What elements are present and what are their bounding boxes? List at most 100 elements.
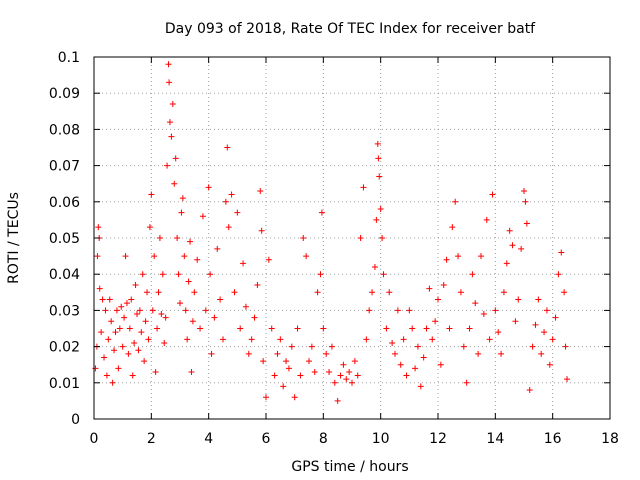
data-point bbox=[379, 235, 386, 241]
data-point bbox=[199, 213, 206, 220]
data-point bbox=[92, 365, 99, 372]
data-point bbox=[492, 307, 499, 314]
data-point bbox=[197, 325, 204, 332]
data-point bbox=[141, 358, 148, 365]
data-point bbox=[145, 336, 152, 343]
data-point bbox=[437, 361, 444, 368]
data-point bbox=[194, 256, 201, 263]
x-tick-label: 10 bbox=[372, 431, 390, 447]
data-point bbox=[337, 372, 344, 379]
data-point bbox=[469, 271, 476, 278]
data-point bbox=[263, 394, 269, 401]
data-point bbox=[343, 376, 350, 383]
data-point bbox=[115, 365, 122, 372]
data-point bbox=[248, 336, 255, 343]
data-point bbox=[202, 307, 209, 314]
x-tick-label: 18 bbox=[601, 431, 619, 447]
data-point bbox=[94, 253, 101, 260]
data-point bbox=[340, 361, 347, 368]
data-point bbox=[280, 383, 287, 390]
data-point bbox=[175, 271, 182, 278]
data-point bbox=[291, 394, 298, 401]
data-point bbox=[144, 289, 151, 296]
data-point bbox=[283, 358, 290, 365]
data-point bbox=[134, 311, 140, 318]
data-point bbox=[426, 285, 433, 292]
data-point bbox=[455, 253, 462, 260]
data-point bbox=[112, 329, 119, 336]
data-point bbox=[375, 155, 382, 162]
data-point bbox=[118, 303, 125, 310]
y-tick-label: 0.02 bbox=[49, 340, 80, 356]
data-point bbox=[500, 289, 507, 296]
data-point bbox=[522, 198, 529, 205]
data-point bbox=[188, 368, 195, 375]
data-point bbox=[121, 314, 128, 321]
data-point bbox=[271, 372, 278, 379]
data-point bbox=[179, 195, 186, 202]
data-point bbox=[432, 318, 439, 325]
data-point bbox=[155, 289, 162, 296]
data-point bbox=[96, 285, 103, 292]
grid-lines bbox=[94, 57, 610, 419]
data-point bbox=[366, 307, 373, 314]
y-tick-label: 0.03 bbox=[49, 303, 80, 319]
data-point bbox=[254, 282, 261, 289]
data-point bbox=[205, 184, 212, 191]
data-point bbox=[400, 336, 407, 343]
data-point bbox=[277, 336, 284, 343]
data-point bbox=[303, 253, 310, 260]
data-point bbox=[555, 271, 562, 278]
data-point bbox=[185, 278, 192, 285]
y-tick-label: 0.05 bbox=[49, 231, 80, 247]
data-point bbox=[265, 256, 272, 263]
x-tick-label: 16 bbox=[544, 431, 562, 447]
data-point bbox=[132, 282, 139, 289]
data-point bbox=[564, 376, 570, 383]
data-point bbox=[412, 365, 419, 372]
data-point bbox=[503, 260, 510, 267]
data-point bbox=[515, 296, 522, 303]
data-point bbox=[523, 220, 530, 227]
data-point bbox=[463, 379, 470, 386]
data-point bbox=[102, 307, 109, 314]
data-point bbox=[314, 289, 321, 296]
data-point bbox=[187, 238, 194, 245]
data-point bbox=[466, 325, 473, 332]
data-point bbox=[538, 350, 545, 357]
data-point bbox=[164, 162, 171, 169]
data-point bbox=[207, 271, 214, 278]
data-point bbox=[129, 372, 136, 379]
x-tick-label: 12 bbox=[429, 431, 447, 447]
data-point bbox=[328, 343, 335, 350]
data-point bbox=[541, 329, 548, 336]
data-point bbox=[122, 253, 129, 260]
data-point bbox=[101, 354, 108, 361]
data-point bbox=[142, 318, 149, 325]
data-point bbox=[300, 235, 307, 241]
data-point bbox=[260, 358, 267, 365]
data-point bbox=[452, 198, 459, 205]
data-point bbox=[211, 314, 218, 321]
data-point bbox=[506, 227, 513, 234]
data-point bbox=[151, 253, 158, 260]
data-point bbox=[242, 303, 249, 310]
data-point bbox=[483, 216, 490, 223]
data-point bbox=[113, 307, 120, 314]
data-point bbox=[558, 249, 565, 256]
data-point bbox=[184, 336, 191, 343]
data-point bbox=[472, 300, 479, 307]
data-point bbox=[443, 256, 450, 263]
data-point bbox=[119, 343, 126, 350]
y-tick-label: 0.04 bbox=[49, 267, 80, 283]
y-tick-label: 0.08 bbox=[49, 122, 80, 138]
data-point bbox=[251, 314, 258, 321]
data-point bbox=[374, 140, 381, 147]
y-tick-label: 0.01 bbox=[49, 376, 80, 392]
data-point bbox=[354, 372, 361, 379]
data-point bbox=[489, 191, 496, 198]
data-point bbox=[409, 325, 416, 332]
data-point bbox=[237, 325, 244, 332]
data-point bbox=[397, 361, 404, 368]
data-point bbox=[532, 321, 539, 328]
